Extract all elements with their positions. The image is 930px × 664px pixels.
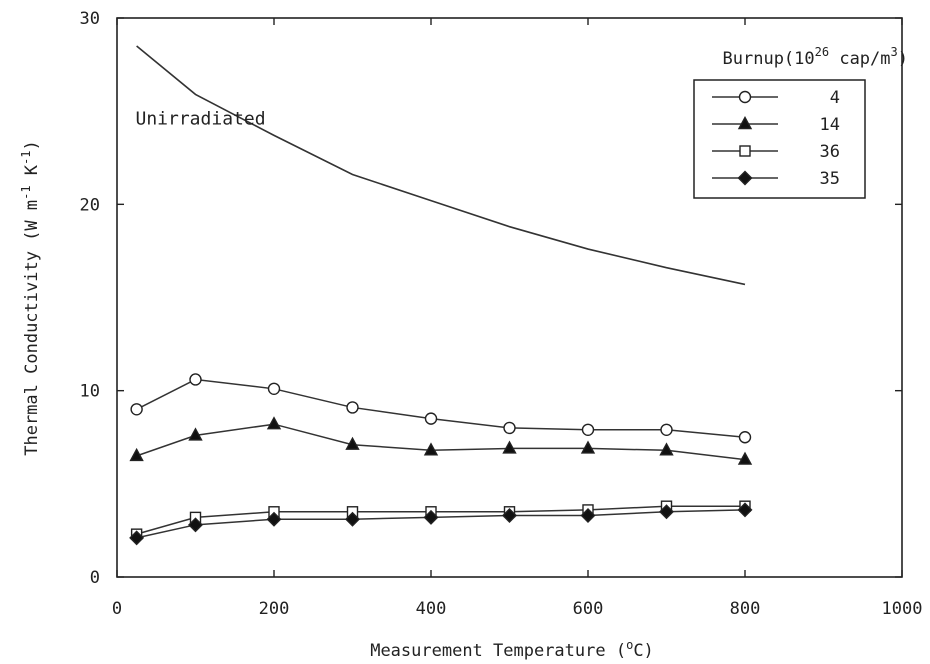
series-35-point-7 (659, 504, 674, 520)
series-line-4 (136, 378, 746, 438)
y-axis-label: Thermal Conductivity (W m-1 K-1) (19, 140, 42, 456)
x-tick-label-4: 800 (730, 599, 761, 619)
series-14-point-0 (129, 447, 144, 462)
series-35-point-8 (737, 502, 753, 518)
axis-ticks (116, 17, 903, 578)
series-35-point-1 (188, 517, 203, 533)
series-14-point-3 (345, 436, 360, 450)
series-4-point-2 (267, 382, 281, 396)
series-4-point-1 (189, 373, 202, 386)
series-35-point-5 (502, 508, 517, 523)
series-4-point-6 (581, 423, 595, 436)
series-35-point-6 (580, 508, 596, 523)
series-14-point-8 (737, 451, 753, 465)
series-4-point-3 (346, 401, 359, 414)
legend-label-35: 35 (820, 169, 840, 189)
x-tick-label-0: 0 (112, 599, 122, 619)
legend-marker-14 (737, 116, 753, 130)
data-markers (129, 373, 753, 546)
series-35-point-4 (423, 509, 439, 525)
series-14-point-5 (502, 440, 517, 454)
legend-entries: 4 14 36 35 (712, 88, 840, 189)
x-tick-label-1: 200 (259, 599, 290, 619)
legend-label-36: 36 (820, 142, 840, 162)
series-14-point-1 (188, 427, 203, 441)
series-35-point-2 (266, 511, 282, 527)
plot-frame (116, 17, 903, 578)
legend-box (693, 79, 866, 199)
legend-label-14: 14 (820, 115, 840, 135)
y-tick-label-1: 10 (80, 382, 100, 402)
unirradiated-annotation: Unirradiated (136, 109, 266, 130)
series-14-point-6 (580, 440, 596, 454)
series-4-point-8 (738, 431, 752, 444)
legend: Burnup(1026 cap/m3) 4 14 36 35 (693, 45, 908, 199)
legend-title: Burnup(1026 cap/m3) (723, 45, 908, 69)
x-axis-label: Measurement Temperature (oC) (370, 638, 654, 661)
legend-marker-35 (737, 170, 753, 186)
unirradiated-curve (136, 45, 746, 286)
y-tick-label-2: 20 (80, 195, 100, 215)
y-tick-label-3: 30 (80, 9, 100, 29)
legend-label-4: 4 (830, 88, 840, 108)
series-line-35 (136, 509, 746, 539)
series-4-point-7 (660, 423, 673, 436)
series-35-point-3 (345, 511, 360, 527)
axis-tick-labels: 0 200 400 600 800 1000 0 10 20 30 (80, 9, 923, 619)
series-4-point-4 (424, 412, 438, 425)
y-tick-label-0: 0 (90, 568, 100, 588)
series-line-36 (136, 505, 745, 535)
x-tick-label-5: 1000 (882, 599, 923, 619)
legend-marker-36 (739, 145, 751, 157)
series-4-point-5 (503, 421, 516, 435)
x-tick-label-3: 600 (573, 599, 604, 619)
series-35-point-0 (129, 530, 145, 546)
series-14-point-2 (266, 416, 282, 430)
series-4-point-0 (130, 403, 143, 416)
series-14-point-7 (659, 442, 674, 456)
legend-marker-4 (738, 90, 752, 104)
series-14-point-4 (423, 442, 439, 456)
x-tick-label-2: 400 (416, 599, 447, 619)
